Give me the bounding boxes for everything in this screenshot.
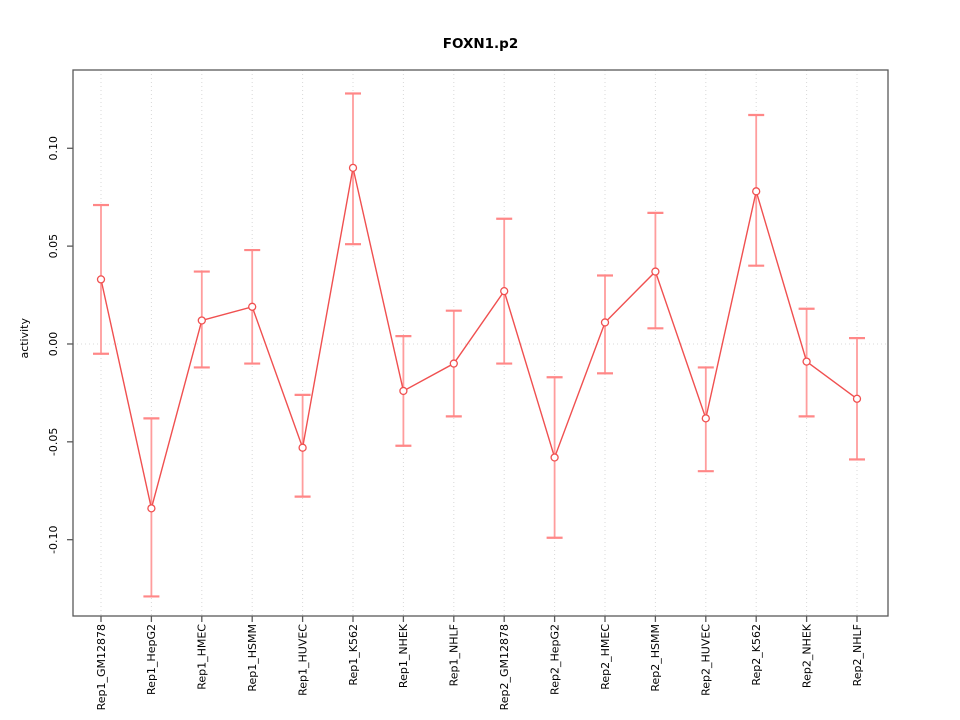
data-point (802, 357, 811, 366)
data-point (852, 394, 862, 403)
x-tick-label: Rep2_HepG2 (548, 624, 561, 695)
data-point (348, 163, 358, 172)
x-tick-label: Rep2_HUVEC (700, 624, 713, 696)
data-point (449, 359, 458, 368)
chart-title: FOXN1.p2 (442, 36, 519, 52)
data-point (600, 318, 610, 327)
y-tick-label: 0.05 (47, 234, 60, 259)
series-line (100, 167, 858, 509)
plot-border (72, 69, 889, 617)
data-point (298, 443, 307, 452)
y-tick-label: -0.05 (47, 428, 60, 456)
x-tick-label: Rep1_HUVEC (296, 624, 309, 696)
x-tick-label: Rep1_NHEK (397, 623, 410, 688)
data-point (550, 453, 559, 462)
data-point (701, 414, 710, 423)
x-tick-label: Rep2_HSMM (649, 624, 662, 692)
x-tick-label: Rep2_GM12878 (498, 624, 511, 710)
data-point (752, 187, 761, 196)
data-point (399, 386, 408, 396)
data-point (96, 275, 106, 284)
x-tick-label: Rep1_K562 (347, 624, 360, 686)
x-tick-label: Rep2_HMEC (599, 624, 612, 690)
y-tick-label: -0.10 (47, 525, 60, 553)
x-tick-label: Rep2_NHLF (851, 624, 864, 686)
data-point (197, 316, 206, 325)
x-tick-label: Rep2_K562 (750, 624, 763, 686)
y-tick-label: 0.00 (47, 332, 60, 357)
x-tick-label: Rep1_HepG2 (145, 624, 158, 695)
data-point (147, 504, 156, 513)
x-tick-label: Rep1_NHLF (448, 624, 461, 686)
x-tick-label: Rep1_GM12878 (95, 624, 108, 710)
x-tick-label: Rep1_HSMM (246, 624, 259, 692)
y-tick-label: 0.10 (47, 136, 60, 161)
x-tick-label: Rep2_NHEK (800, 623, 813, 688)
data-point (248, 302, 257, 311)
data-point (500, 286, 509, 296)
x-tick-label: Rep1_HMEC (196, 624, 209, 690)
data-point (651, 267, 660, 276)
